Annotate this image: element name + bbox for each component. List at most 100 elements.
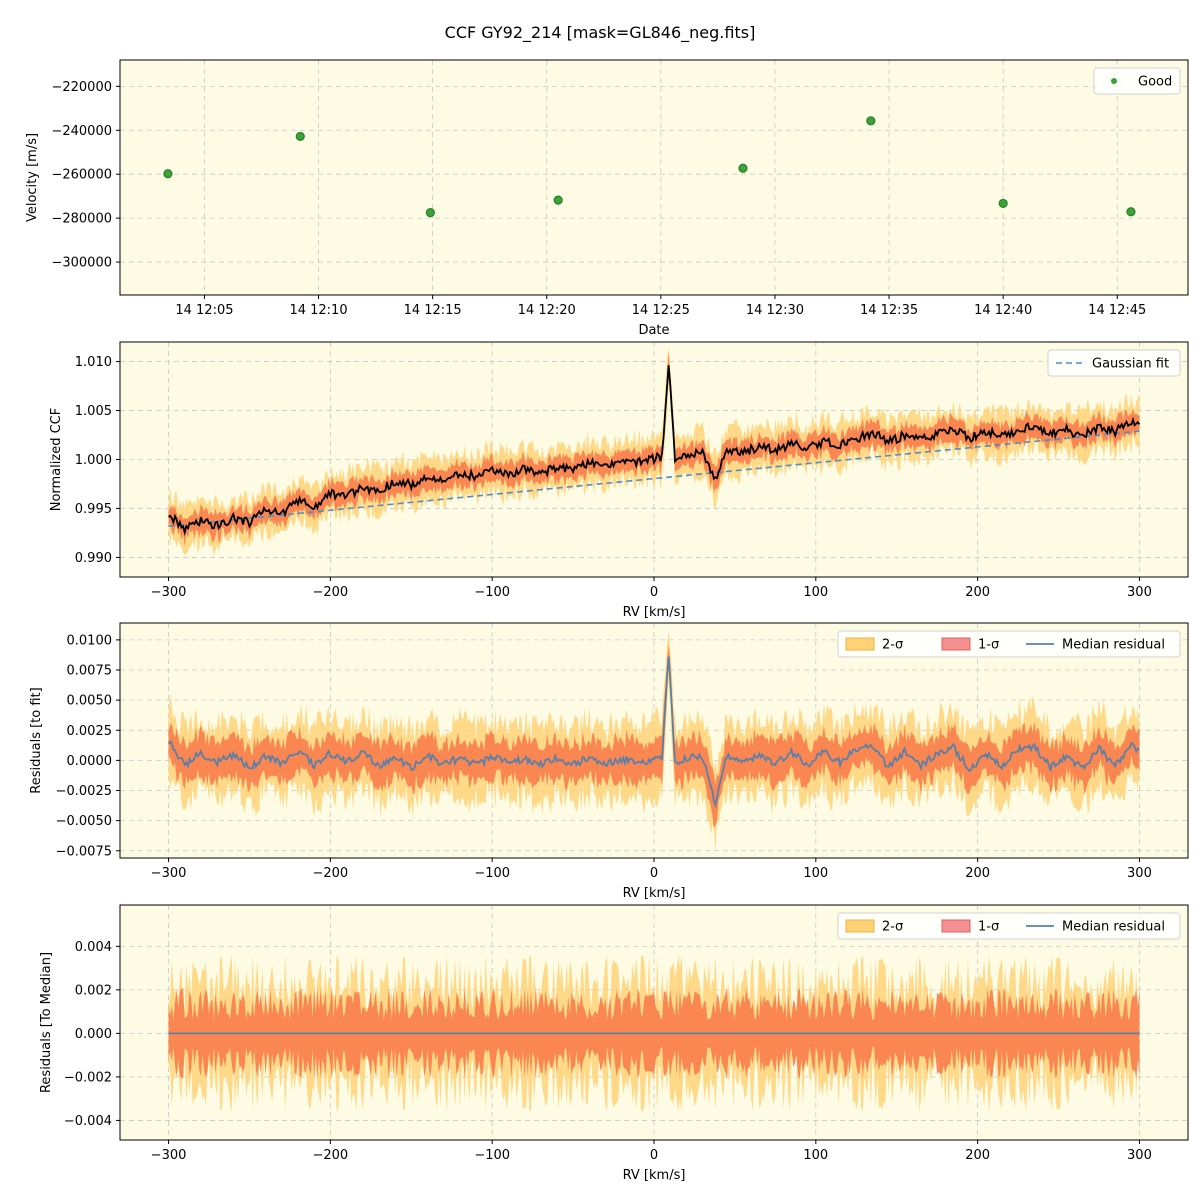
y-tick-label: 1.000 (75, 453, 112, 468)
panel-4: −300 −200 −100 0 100 200 300 0.004 0.002 0.000 −0.… (39, 904, 1189, 1183)
y-tick-label: −280000 (51, 212, 112, 227)
axes-frame (119, 622, 1189, 859)
panel-3: −300 −200 −100 0 100 200 300 0.0100 0.0075 0.0050… (29, 622, 1189, 901)
x-tick-label: 100 (803, 585, 828, 600)
velocity-point (866, 116, 876, 126)
y-tick-label: 0.0100 (67, 633, 113, 648)
legend-label: 1-σ (978, 638, 999, 653)
x-tick-label: 200 (965, 585, 990, 600)
x-tick-label: −300 (151, 866, 187, 881)
legend-marker-2sigma (845, 919, 875, 933)
velocity-point (998, 198, 1008, 209)
legend-box (1047, 349, 1181, 377)
x-tick-label: 100 (803, 1148, 828, 1163)
data-layer (163, 116, 1136, 218)
x-tick-label: 14 12:35 (860, 303, 918, 318)
legend-label: 2-σ (882, 920, 903, 935)
x-tick-label: 14 12:25 (632, 303, 690, 318)
x-tick-label: 14 12:30 (746, 303, 804, 318)
legend-marker-2sigma (845, 637, 875, 651)
x-tick-label: −100 (474, 585, 510, 600)
y-tick-label: −0.004 (64, 1114, 112, 1129)
x-tick-label: −200 (313, 585, 349, 600)
x-axis-label: RV [km/s] (623, 1168, 686, 1183)
x-axis-label: Date (638, 323, 669, 338)
y-tick-label: 1.010 (75, 355, 112, 370)
y-tick-label: −300000 (51, 256, 112, 271)
y-tick-label: 0.990 (75, 551, 112, 566)
figure-title: CCF GY92_214 [mask=GL846_neg.fits] (445, 23, 756, 43)
x-tick-label: 14 12:45 (1088, 303, 1146, 318)
band-1sigma (168, 644, 1140, 828)
x-tick-label: 0 (650, 1148, 658, 1163)
y-tick-label: −240000 (51, 124, 112, 139)
y-tick-label: 0.000 (75, 1027, 112, 1042)
legend-marker-1sigma (941, 637, 971, 651)
velocity-point (738, 163, 748, 173)
y-tick-label: −260000 (51, 168, 112, 183)
x-tick-label: 200 (965, 1148, 990, 1163)
legend: Good (1093, 67, 1181, 95)
y-axis-label: Normalized CCF (49, 408, 64, 512)
data-layer (167, 630, 1140, 851)
y-tick-label: −0.0025 (56, 784, 112, 799)
x-tick-label: 14 12:40 (974, 303, 1032, 318)
panel-2: −300 −200 −100 0 100 200 300 0.990 0.995 1.000 1.0… (49, 341, 1189, 620)
velocity-point (553, 195, 563, 205)
x-tick-label: −100 (474, 866, 510, 881)
legend-label: Good (1138, 75, 1172, 90)
ccf-median-line (168, 365, 1141, 536)
band-1sigma (168, 352, 1140, 547)
y-axis-label: Residuals [To Median] (39, 952, 54, 1093)
x-tick-label: 14 12:05 (175, 303, 233, 318)
x-tick-label: 0 (650, 866, 658, 881)
legend-box (1093, 67, 1181, 95)
x-tick-label: −100 (474, 1148, 510, 1163)
x-tick-label: 0 (650, 585, 658, 600)
legend-marker-1sigma (941, 919, 971, 933)
gaussian-fit-line (168, 430, 1140, 527)
legend-label: 2-σ (882, 638, 903, 653)
data-layer (168, 954, 1140, 1113)
x-axis-label: RV [km/s] (623, 605, 686, 620)
y-tick-label: −0.0050 (56, 814, 112, 829)
x-tick-label: −200 (313, 866, 349, 881)
x-tick-label: 100 (803, 866, 828, 881)
x-tick-label: −300 (151, 585, 187, 600)
x-tick-label: 200 (965, 866, 990, 881)
x-axis-label: RV [km/s] (623, 886, 686, 901)
median-residual-line (167, 656, 1140, 809)
legend-label: 1-σ (978, 920, 999, 935)
legend-box (837, 912, 1181, 940)
legend: 2-σ 1-σ Median residual (837, 630, 1181, 658)
x-tick-label: 14 12:20 (518, 303, 576, 318)
axes-frame (119, 59, 1189, 296)
x-tick-label: 300 (1127, 585, 1152, 600)
y-axis-label: Residuals [to fit] (29, 687, 44, 793)
velocity-point (163, 169, 173, 179)
y-axis-label: Velocity [m/s] (25, 133, 40, 222)
x-tick-label: −300 (151, 1148, 187, 1163)
y-tick-label: −0.002 (64, 1070, 112, 1085)
y-tick-label: 0.0025 (67, 724, 113, 739)
legend-label: Median residual (1062, 920, 1165, 935)
axes-frame (119, 341, 1189, 578)
legend-label: Median residual (1062, 638, 1165, 653)
x-tick-label: 14 12:10 (289, 303, 347, 318)
legend-box (837, 630, 1181, 658)
x-tick-label: 300 (1127, 1148, 1152, 1163)
y-tick-label: 0.995 (75, 502, 112, 517)
band-2sigma (168, 630, 1140, 851)
y-tick-label: 0.0050 (67, 694, 113, 709)
y-tick-label: 0.0075 (67, 664, 113, 679)
legend-marker-good (1111, 78, 1117, 84)
velocity-point (295, 131, 305, 142)
x-tick-label: −200 (313, 1148, 349, 1163)
x-tick-label: 300 (1127, 866, 1152, 881)
y-tick-label: 0.0000 (67, 754, 113, 769)
legend: 2-σ 1-σ Median residual (837, 912, 1181, 940)
legend-label: Gaussian fit (1092, 357, 1169, 372)
y-tick-label: 0.004 (75, 940, 112, 955)
data-layer (168, 346, 1141, 556)
